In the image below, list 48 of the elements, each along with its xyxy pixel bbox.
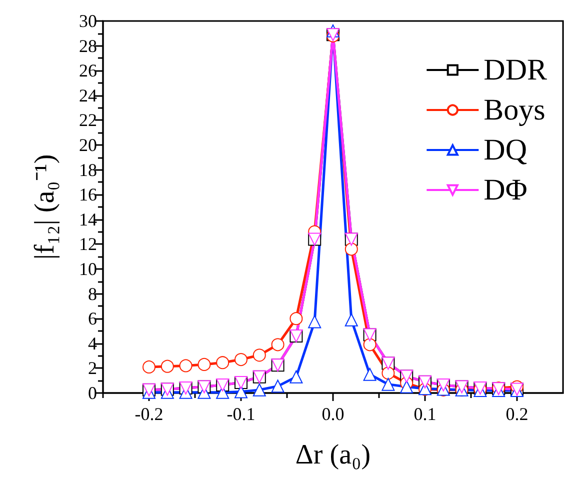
x-axis-title: Δr (a₀) [295,440,371,470]
y-tick-label: 4 [88,333,97,354]
point [290,312,303,326]
y-axis-title: |f₁₂| (a₀⁻¹) [30,154,60,260]
y-tick-label: 16 [79,184,97,205]
y-tick-label: 14 [79,209,97,230]
point [252,383,266,396]
y-tick-label: 2 [88,358,97,378]
point [160,360,174,373]
point [271,380,284,393]
x-tick-label: 0.2 [506,404,528,424]
point [290,370,303,384]
point [363,368,376,381]
point [234,353,248,366]
y-tick-label: 18 [79,160,97,180]
point [344,242,358,256]
x-tick-label: -0.2 [134,404,164,424]
point [308,315,322,328]
y-tick-label: 8 [88,284,97,304]
y-tick-label: 12 [79,234,97,254]
point [234,385,248,398]
point [252,348,266,362]
x-tick-label: 0.1 [414,404,436,424]
legend-label: DQ [484,134,528,166]
y-tick-label: 6 [88,308,97,329]
y-tick-label: 10 [79,259,97,279]
point [142,360,156,374]
point [363,338,376,352]
y-tick-label: 28 [79,36,97,56]
legend-label: DΦ [484,174,528,206]
legend-label: Boys [484,94,546,126]
y-tick-label: 26 [79,60,97,81]
point [344,313,358,326]
y-tick-label: 0 [88,383,97,403]
x-tick-label: -0.1 [226,404,256,424]
point [198,358,211,371]
point [382,366,395,380]
y-tick-label: 30 [79,11,97,31]
point [400,380,414,394]
point [216,356,230,370]
point [382,378,395,391]
legend-label: DDR [484,54,548,86]
point [271,338,284,352]
y-tick-label: 22 [79,110,97,130]
y-tick-label: 24 [79,85,97,106]
x-tick-label: 0.0 [322,404,344,424]
y-tick-label: 20 [79,135,97,155]
point [179,359,192,372]
